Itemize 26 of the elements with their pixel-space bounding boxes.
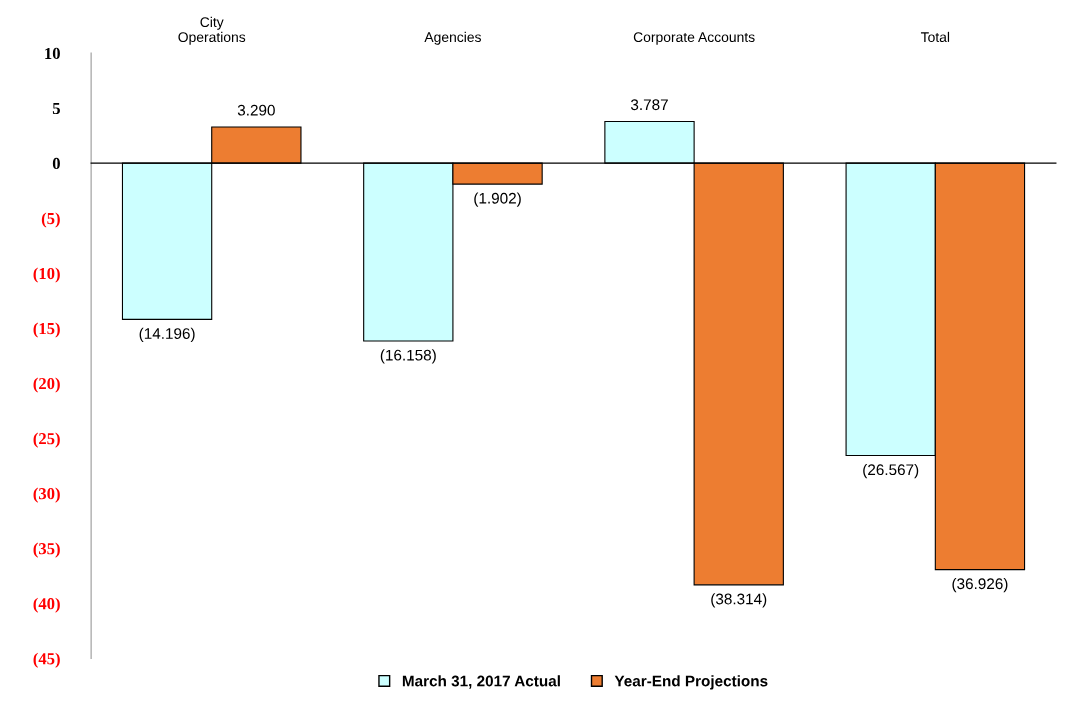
x-tick-label: City Operations — [178, 16, 246, 45]
y-tick-label: (10) — [33, 267, 60, 283]
y-tick-label: (20) — [33, 377, 60, 393]
data-label: (1.902) — [474, 192, 521, 207]
y-tick-label: (15) — [33, 322, 60, 338]
y-tick-label: 0 — [52, 157, 60, 170]
data-label: 3.787 — [630, 99, 668, 111]
y-tick-label: 10 — [45, 47, 60, 60]
y-tick-label: (35) — [33, 542, 60, 558]
y-tick-label: (5) — [41, 212, 60, 228]
legend-label: March 31, 2017 Actual — [402, 675, 560, 689]
y-tick-label: 5 — [52, 103, 60, 115]
x-tick-label: Corporate Accounts — [633, 32, 755, 45]
x-tick-label: Total — [920, 31, 950, 43]
y-tick-label: (45) — [33, 652, 60, 668]
data-label: (38.314) — [711, 593, 767, 608]
data-label: 3.290 — [237, 104, 275, 116]
y-tick-label: (25) — [33, 432, 60, 448]
legend-label: Year-End Projections — [614, 675, 768, 690]
data-label: (14.196) — [139, 327, 195, 342]
y-tick-label: (40) — [33, 597, 60, 613]
y-tick-label: (30) — [33, 487, 60, 503]
data-label: (36.926) — [952, 577, 1008, 593]
x-tick-label: Agencies — [424, 31, 481, 45]
data-label: (16.158) — [380, 349, 436, 364]
data-label: (26.567) — [863, 463, 919, 479]
